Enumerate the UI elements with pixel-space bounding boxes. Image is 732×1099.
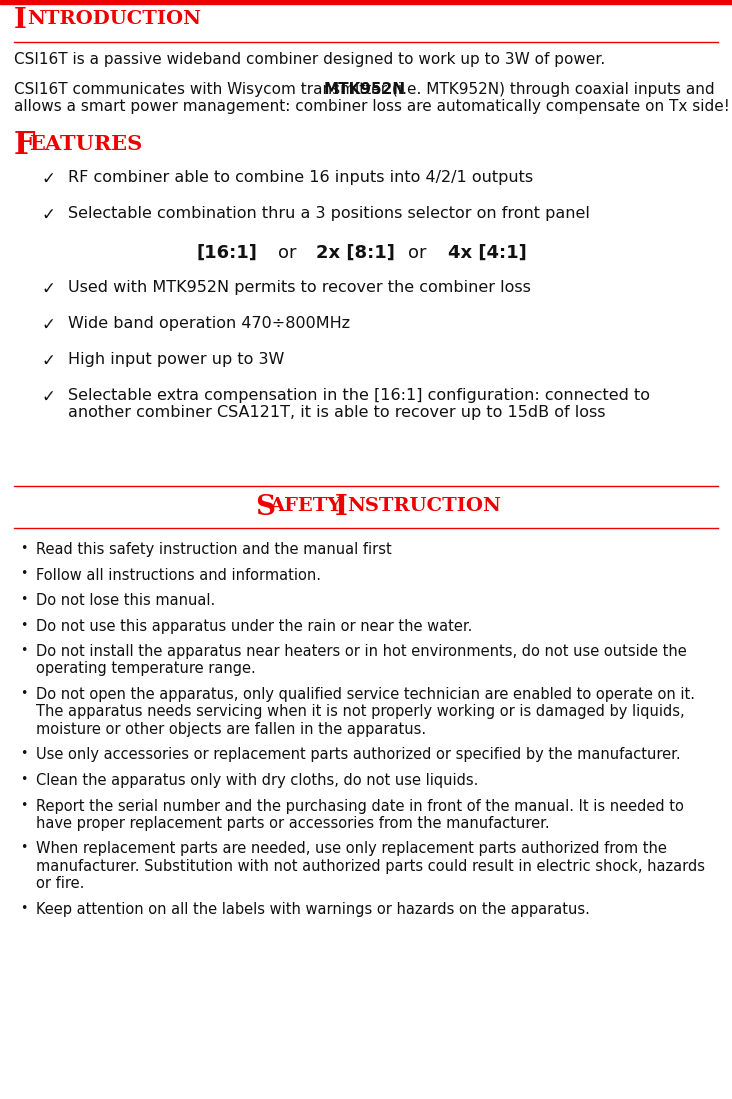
Text: ✓: ✓ (42, 206, 56, 224)
Text: •: • (20, 773, 27, 786)
Text: Do not use this apparatus under the rain or near the water.: Do not use this apparatus under the rain… (36, 619, 472, 633)
Text: •: • (20, 593, 27, 606)
Text: RF combiner able to combine 16 inputs into 4/2/1 outputs: RF combiner able to combine 16 inputs in… (68, 170, 533, 185)
Text: Report the serial number and the purchasing date in front of the manual. It is n: Report the serial number and the purchas… (36, 799, 684, 831)
Text: •: • (20, 542, 27, 555)
Text: ​SAFETY INSTRUCTION: ​SAFETY INSTRUCTION (211, 493, 521, 518)
Bar (0, 0, 732, 4)
Text: •: • (20, 799, 27, 811)
Text: I: I (335, 493, 348, 521)
Text: EATURES: EATURES (29, 134, 142, 154)
Text: Keep attention on all the labels with warnings or hazards on the apparatus.: Keep attention on all the labels with wa… (36, 902, 590, 917)
Text: Use only accessories or replacement parts authorized or specified by the manufac: Use only accessories or replacement part… (36, 747, 681, 763)
Text: •: • (20, 644, 27, 657)
Text: ✓: ✓ (42, 170, 56, 188)
Text: •: • (20, 842, 27, 855)
Text: •: • (20, 567, 27, 580)
Text: ✓: ✓ (42, 352, 56, 370)
Text: F: F (14, 130, 35, 160)
Text: High input power up to 3W: High input power up to 3W (68, 352, 284, 367)
Text: NTRODUCTION: NTRODUCTION (27, 10, 201, 27)
Text: •: • (20, 747, 27, 761)
Text: ✓: ✓ (42, 317, 56, 334)
Text: When replacement parts are needed, use only replacement parts authorized from th: When replacement parts are needed, use o… (36, 842, 705, 891)
Text: Wide band operation 470÷800MHz: Wide band operation 470÷800MHz (68, 317, 350, 331)
Text: 4x [4:1]: 4x [4:1] (448, 244, 527, 262)
Text: Used with MTK952N permits to recover the combiner loss: Used with MTK952N permits to recover the… (68, 280, 531, 295)
Text: Do not open the apparatus, only qualified service technician are enabled to oper: Do not open the apparatus, only qualifie… (36, 687, 695, 736)
Text: ✓: ✓ (42, 280, 56, 298)
Text: Do not lose this manual.: Do not lose this manual. (36, 593, 215, 608)
Text: AFETY: AFETY (269, 497, 341, 515)
Text: Selectable extra compensation in the [16:1] configuration: connected to
another : Selectable extra compensation in the [16… (68, 388, 650, 421)
Text: MTK952N: MTK952N (324, 82, 406, 97)
Text: Selectable combination thru a 3 positions selector on front panel: Selectable combination thru a 3 position… (68, 206, 590, 221)
Text: CSI16T communicates with Wisycom transmitter (i.e. MTK952N) through coaxial inpu: CSI16T communicates with Wisycom transmi… (14, 82, 730, 114)
Text: ✓: ✓ (42, 388, 56, 406)
Text: •: • (20, 902, 27, 915)
Text: or: or (408, 244, 427, 262)
Text: or: or (278, 244, 296, 262)
Text: NSTRUCTION: NSTRUCTION (347, 497, 501, 515)
Text: S: S (255, 493, 275, 521)
Text: Follow all instructions and information.: Follow all instructions and information. (36, 567, 321, 582)
Text: 2x [8:1]: 2x [8:1] (316, 244, 395, 262)
Text: •: • (20, 619, 27, 632)
Text: I: I (14, 7, 27, 34)
Text: CSI16T is a passive wideband combiner designed to work up to 3W of power.: CSI16T is a passive wideband combiner de… (14, 52, 605, 67)
Text: Do not install the apparatus near heaters or in hot environments, do not use out: Do not install the apparatus near heater… (36, 644, 687, 676)
Text: Clean the apparatus only with dry cloths, do not use liquids.: Clean the apparatus only with dry cloths… (36, 773, 479, 788)
Text: [16:1]: [16:1] (196, 244, 257, 262)
Text: Read this safety instruction and the manual first: Read this safety instruction and the man… (36, 542, 392, 557)
Text: •: • (20, 687, 27, 700)
